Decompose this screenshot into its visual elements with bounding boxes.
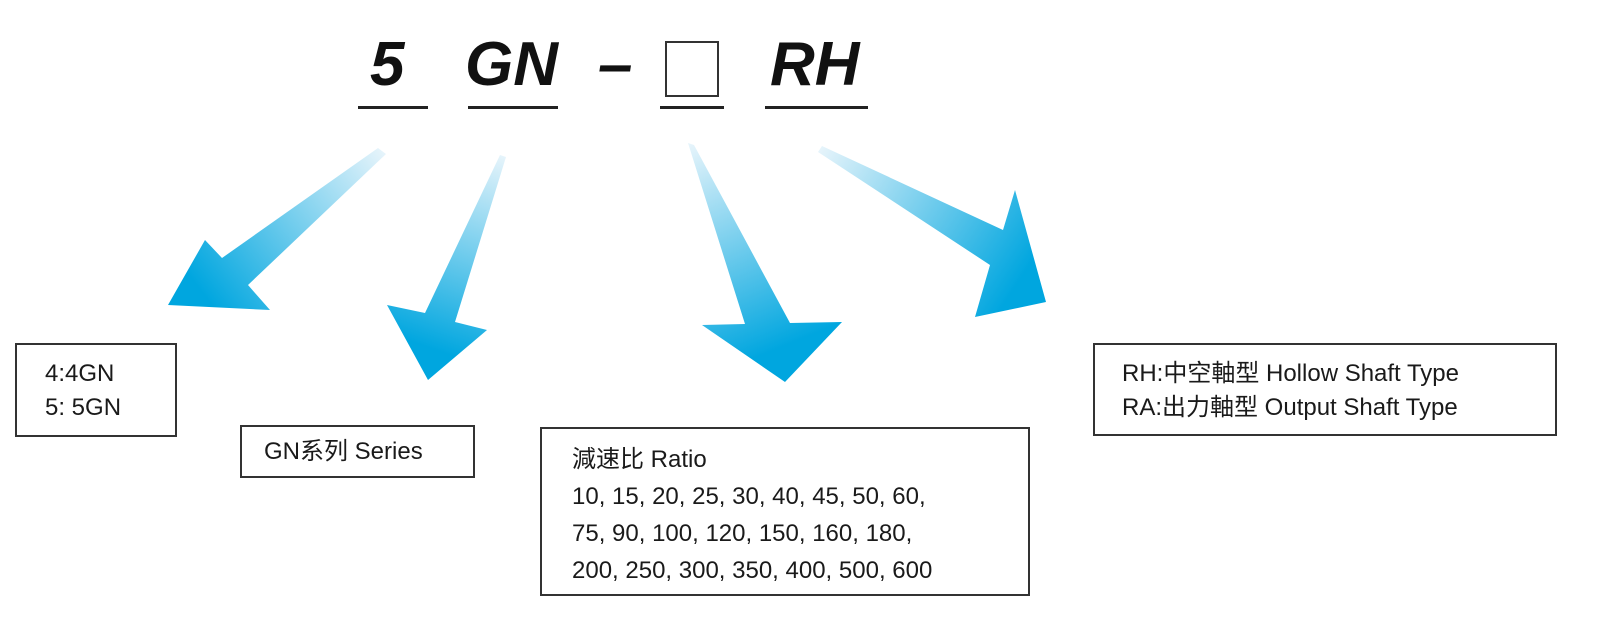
ratio-line-1: 10, 15, 20, 25, 30, 40, 45, 50, 60, [572, 483, 926, 510]
shaft-option-rh: RH:中空軸型 Hollow Shaft Type [1122, 360, 1459, 387]
code-digit: 5 [370, 30, 405, 99]
size-option-4: 4:4GN [45, 360, 115, 387]
arrow-to-shaft [818, 146, 1046, 317]
arrow-to-size [168, 148, 386, 310]
series-box: GN系列 Series [240, 425, 475, 478]
ratio-line-3: 200, 250, 300, 350, 400, 500, 600 [572, 557, 933, 584]
underline-digit [358, 106, 428, 109]
ratio-line-2: 75, 90, 100, 120, 150, 160, 180, [572, 520, 913, 547]
code-separator: – [598, 30, 633, 99]
underline-series [468, 106, 558, 109]
ratio-box: 減速比 Ratio 10, 15, 20, 25, 30, 40, 45, 50… [540, 427, 1030, 596]
underline-shaft [765, 106, 868, 109]
code-shaft: RH [770, 30, 860, 99]
code-series: GN [465, 30, 558, 99]
shaft-box: RH:中空軸型 Hollow Shaft Type RA:出力軸型 Output… [1093, 343, 1557, 436]
shaft-option-ra: RA:出力軸型 Output Shaft Type [1122, 394, 1458, 421]
size-option-5: 5: 5GN [45, 394, 122, 421]
series-label: GN系列 Series [264, 438, 423, 465]
arrow-to-series [387, 155, 506, 380]
arrow-to-ratio [688, 143, 842, 382]
ratio-title: 減速比 Ratio [572, 446, 707, 473]
underline-ratio [660, 106, 724, 109]
ratio-placeholder-box [665, 41, 719, 97]
size-box: 4:4GN 5: 5GN [15, 343, 177, 437]
